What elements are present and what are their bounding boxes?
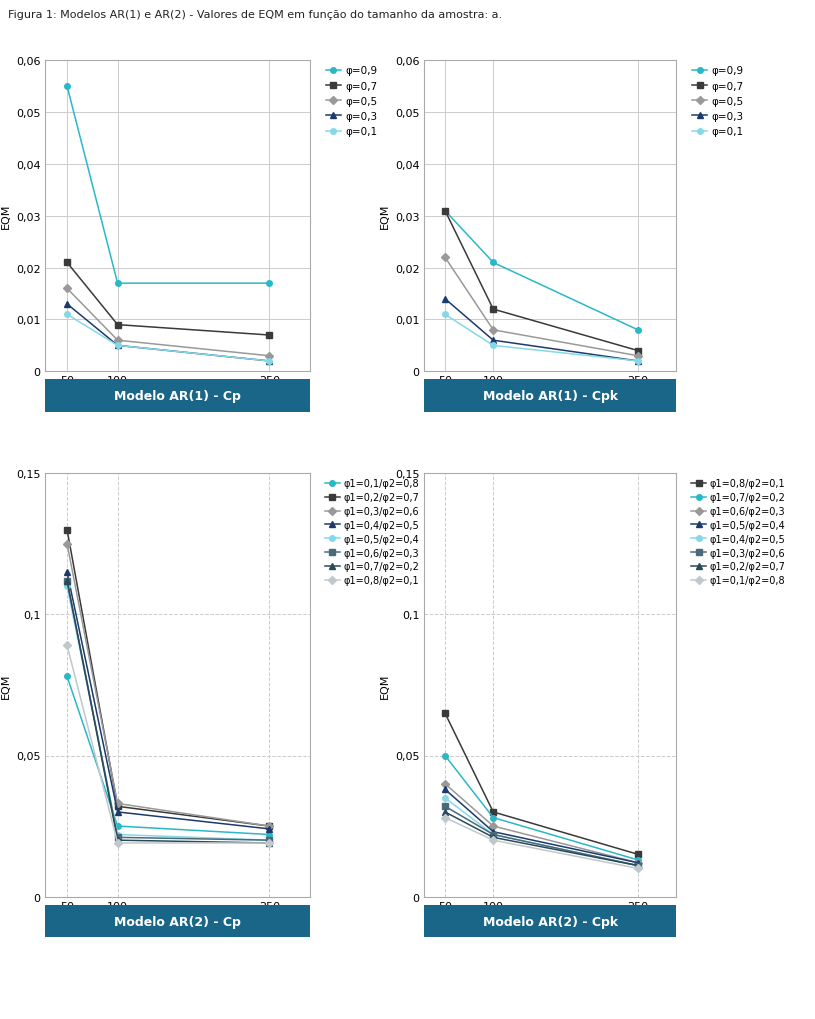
- X-axis label: Tamanho da Amostra (n): Tamanho da Amostra (n): [481, 391, 619, 401]
- Y-axis label: EQM: EQM: [1, 673, 11, 698]
- Legend: φ=0,9, φ=0,7, φ=0,5, φ=0,3, φ=0,1: φ=0,9, φ=0,7, φ=0,5, φ=0,3, φ=0,1: [692, 66, 743, 138]
- Text: Modelo AR(1) - Cpk: Modelo AR(1) - Cpk: [482, 390, 618, 403]
- Legend: φ1=0,1/φ2=0,8, φ1=0,2/φ2=0,7, φ1=0,3/φ2=0,6, φ1=0,4/φ2=0,5, φ1=0,5/φ2=0,4, φ1=0,: φ1=0,1/φ2=0,8, φ1=0,2/φ2=0,7, φ1=0,3/φ2=…: [325, 479, 420, 586]
- Y-axis label: EQM: EQM: [380, 204, 390, 229]
- Text: Modelo AR(1) - Cp: Modelo AR(1) - Cp: [114, 390, 240, 403]
- Y-axis label: EQM: EQM: [1, 204, 11, 229]
- X-axis label: Tamanho da Amostra (n): Tamanho da Amostra (n): [108, 391, 246, 401]
- Text: Figura 1: Modelos AR(1) e AR(2) - Valores de EQM em função do tamanho da amostra: Figura 1: Modelos AR(1) e AR(2) - Valore…: [8, 10, 502, 20]
- X-axis label: Tamanho da Amostra (n): Tamanho da Amostra (n): [481, 916, 619, 926]
- Y-axis label: EQM: EQM: [380, 673, 390, 698]
- X-axis label: Tamanho da Amostra (n): Tamanho da Amostra (n): [108, 916, 246, 926]
- Legend: φ=0,9, φ=0,7, φ=0,5, φ=0,3, φ=0,1: φ=0,9, φ=0,7, φ=0,5, φ=0,3, φ=0,1: [325, 66, 377, 138]
- Text: Modelo AR(2) - Cpk: Modelo AR(2) - Cpk: [482, 915, 618, 927]
- Legend: φ1=0,8/φ2=0,1, φ1=0,7/φ2=0,2, φ1=0,6/φ2=0,3, φ1=0,5/φ2=0,4, φ1=0,4/φ2=0,5, φ1=0,: φ1=0,8/φ2=0,1, φ1=0,7/φ2=0,2, φ1=0,6/φ2=…: [691, 479, 786, 586]
- Text: Modelo AR(2) - Cp: Modelo AR(2) - Cp: [114, 915, 240, 927]
